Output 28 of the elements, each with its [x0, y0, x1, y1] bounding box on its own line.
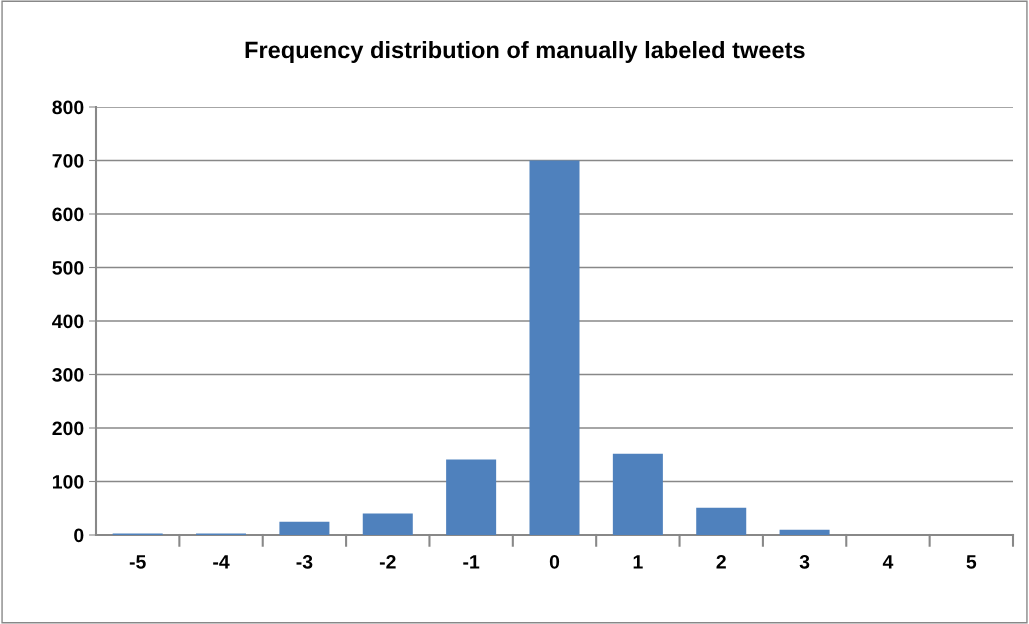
- y-tick-label: 300: [52, 367, 84, 382]
- x-tick-label: -1: [463, 555, 480, 569]
- bar: [696, 507, 747, 535]
- x-tick-label: 4: [882, 555, 894, 569]
- bar: [612, 453, 663, 535]
- y-tick-label: 100: [52, 474, 84, 489]
- chart-title: Frequency distribution of manually labeled tweets: [245, 41, 805, 63]
- y-tick-label: 800: [52, 100, 84, 115]
- x-tick-label: 2: [716, 554, 726, 569]
- bar: [446, 459, 497, 535]
- bar: [279, 521, 330, 535]
- y-tick-label: 500: [52, 260, 84, 275]
- x-tick-label: -4: [213, 555, 230, 569]
- x-tick-label: 1: [633, 555, 643, 569]
- y-tick-label: 0: [74, 528, 84, 543]
- x-tick-label: -2: [379, 554, 396, 569]
- bar: [362, 513, 413, 535]
- bar: [779, 529, 830, 535]
- y-tick-label: 200: [52, 421, 84, 436]
- y-tick-label: 700: [52, 153, 84, 168]
- y-tick-label: 600: [52, 207, 84, 222]
- x-tick-label: 0: [549, 554, 560, 569]
- x-tick-label: -5: [129, 555, 146, 569]
- x-tick-label: 3: [799, 554, 810, 569]
- y-tick-label: 400: [52, 314, 84, 329]
- bar: [529, 160, 580, 535]
- x-tick-label: 5: [966, 555, 977, 569]
- x-tick-label: -3: [296, 554, 313, 569]
